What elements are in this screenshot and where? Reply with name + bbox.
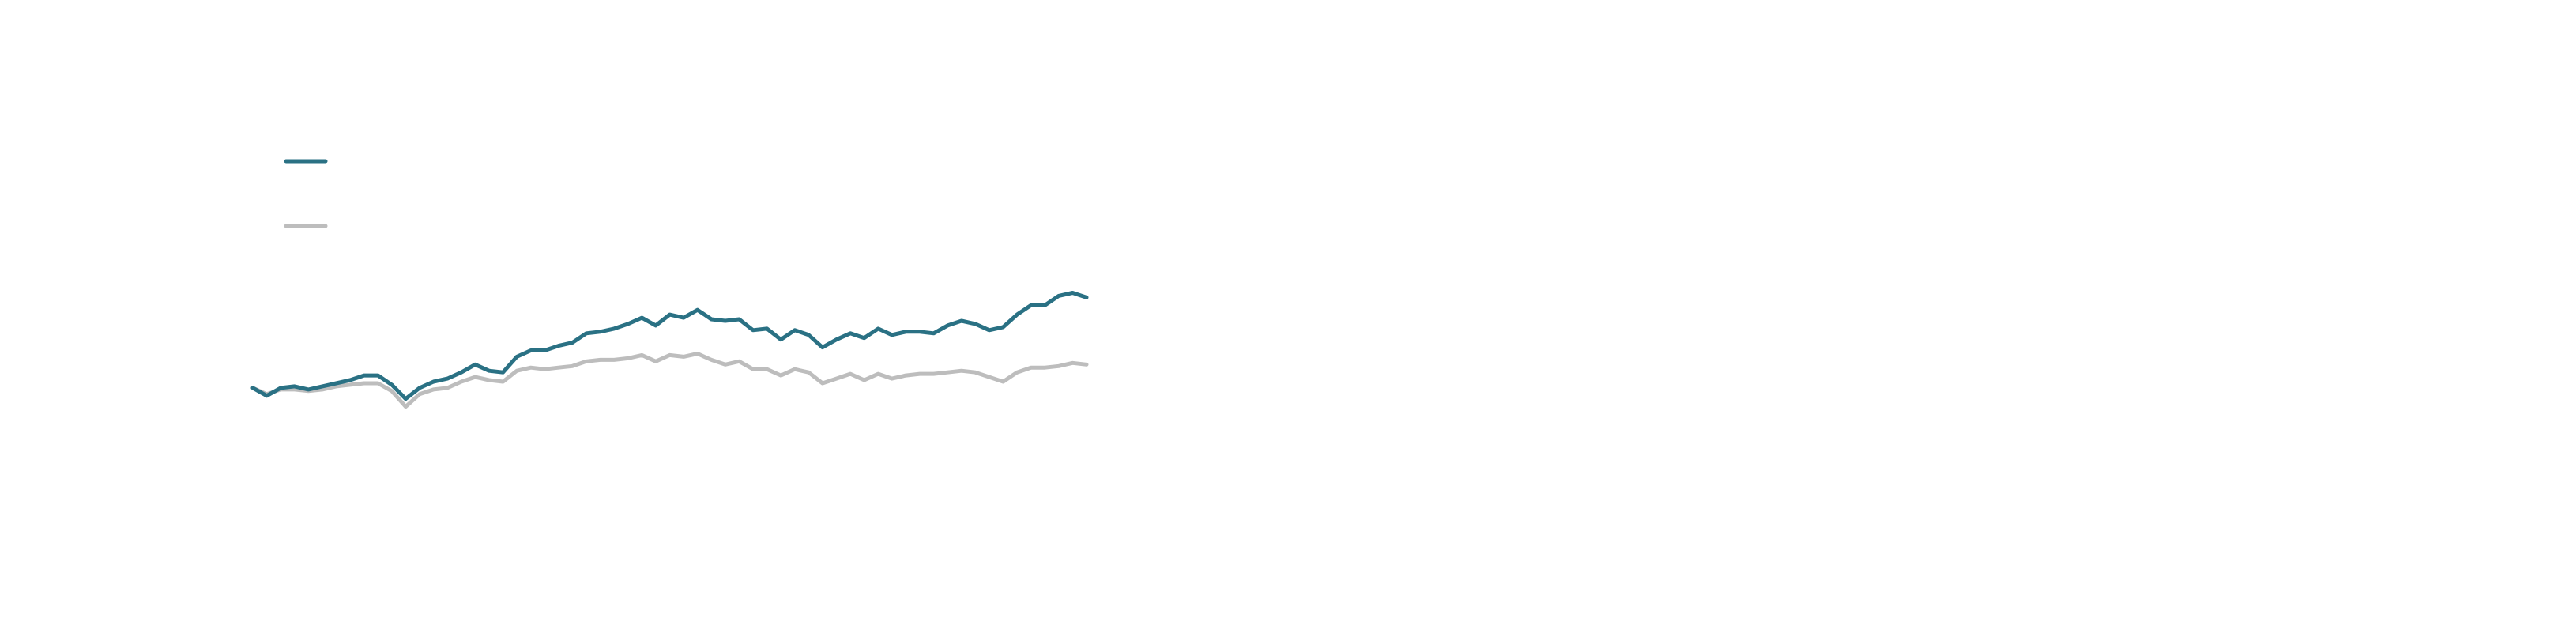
series-line-2 — [250, 352, 1089, 409]
series-layer — [250, 291, 1089, 409]
legend — [284, 159, 328, 228]
series-line-1 — [250, 291, 1089, 401]
